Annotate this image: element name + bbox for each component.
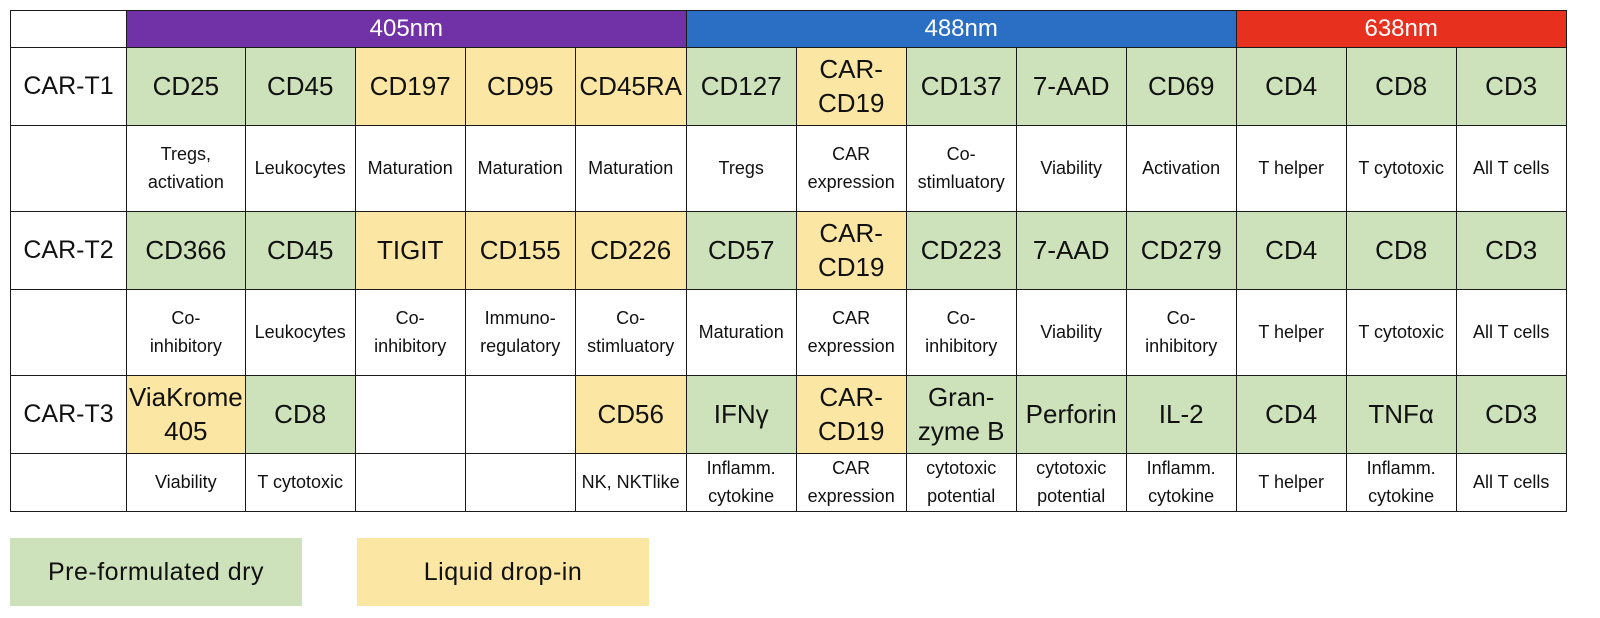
description-cell: Immuno-regulatory <box>464 289 576 376</box>
empty-marker-cell <box>354 375 466 454</box>
empty-marker-cell <box>464 375 576 454</box>
marker-cell: CD4 <box>1235 375 1347 454</box>
marker-cell: CD127 <box>685 47 797 126</box>
description-cell: Maturation <box>685 289 797 376</box>
blank-label-cell <box>10 125 127 212</box>
marker-row: CAR-T1 CD25 CD45 CD197 CD95 CD45RA CD127 CAR- CD… <box>10 47 1567 126</box>
description-cell: T helper <box>1235 289 1347 376</box>
description-cell: All T cells <box>1455 125 1567 212</box>
marker-cell: CAR- CD19 <box>795 211 907 290</box>
marker-cell: IL-2 <box>1125 375 1237 454</box>
corner-cell <box>10 10 127 48</box>
description-cell: T helper <box>1235 125 1347 212</box>
legend-liquid-drop-in: Liquid drop-in <box>357 538 649 606</box>
marker-cell: IFNγ <box>685 375 797 454</box>
marker-cell: CD8 <box>1345 47 1457 126</box>
marker-cell: 7-AAD <box>1015 47 1127 126</box>
marker-cell: CD366 <box>126 211 246 290</box>
marker-cell: CD155 <box>464 211 576 290</box>
description-cell: CAR expression <box>795 289 907 376</box>
description-cell: All T cells <box>1455 453 1567 512</box>
marker-cell: CD3 <box>1455 211 1567 290</box>
marker-cell: 7-AAD <box>1015 211 1127 290</box>
description-cell: Inflamm. cytokine <box>1345 453 1457 512</box>
description-cell: Maturation <box>354 125 466 212</box>
description-cell: cytotoxic potential <box>1015 453 1127 512</box>
description-row: Tregs, activation Leukocytes Maturation Matu… <box>10 125 1567 212</box>
description-cell: CAR expression <box>795 453 907 512</box>
description-cell: Viability <box>126 453 246 512</box>
marker-cell: CD3 <box>1455 375 1567 454</box>
blank-label-cell <box>10 289 127 376</box>
description-cell <box>354 453 466 512</box>
description-cell: CAR expression <box>795 125 907 212</box>
panel-name: CAR-T2 <box>10 211 127 290</box>
marker-cell: CD95 <box>464 47 576 126</box>
description-cell <box>464 453 576 512</box>
description-cell: Inflamm. cytokine <box>685 453 797 512</box>
panel-name: CAR-T1 <box>10 47 127 126</box>
description-cell: Viability <box>1015 289 1127 376</box>
legend-pre-formulated-dry: Pre-formulated dry <box>10 538 302 606</box>
marker-cell: Gran-zyme B <box>905 375 1017 454</box>
marker-cell: CAR- CD19 <box>795 375 907 454</box>
description-cell: Co-inhibitory <box>905 289 1017 376</box>
marker-cell: TNFα <box>1345 375 1457 454</box>
description-cell: Co-inhibitory <box>126 289 246 376</box>
laser-405-header: 405nm <box>126 10 687 48</box>
laser-header-row: 405nm 488nm 638nm <box>10 10 1567 48</box>
marker-cell: CD25 <box>126 47 246 126</box>
description-cell: cytotoxic potential <box>905 453 1017 512</box>
description-cell: Maturation <box>464 125 576 212</box>
description-cell: Leukocytes <box>244 125 356 212</box>
marker-cell: ViaKrome 405 <box>126 375 246 454</box>
description-row: Co-inhibitory Leukocytes Co-inhibitory Immu… <box>10 289 1567 376</box>
description-cell: Co-inhibitory <box>354 289 466 376</box>
marker-cell: CD137 <box>905 47 1017 126</box>
description-cell: Tregs <box>685 125 797 212</box>
marker-row: CAR-T2 CD366 CD45 TIGIT CD155 CD226 CD57 CAR- CD… <box>10 211 1567 290</box>
marker-cell: CD57 <box>685 211 797 290</box>
marker-cell: CD45 <box>244 211 356 290</box>
description-cell: Activation <box>1125 125 1237 212</box>
description-cell: Viability <box>1015 125 1127 212</box>
description-cell: Co-stimluatory <box>905 125 1017 212</box>
description-cell: NK, NKTlike <box>574 453 687 512</box>
marker-cell: CAR- CD19 <box>795 47 907 126</box>
laser-638-header: 638nm <box>1235 10 1567 48</box>
marker-cell: CD226 <box>574 211 687 290</box>
marker-cell: CD69 <box>1125 47 1237 126</box>
marker-cell: CD8 <box>244 375 356 454</box>
description-cell: Maturation <box>574 125 687 212</box>
description-cell: Co-inhibitory <box>1125 289 1237 376</box>
blank-label-cell <box>10 453 127 512</box>
marker-cell: Perforin <box>1015 375 1127 454</box>
marker-cell: CD56 <box>574 375 687 454</box>
marker-cell: CD4 <box>1235 211 1347 290</box>
description-cell: T cytotoxic <box>1345 125 1457 212</box>
marker-cell: TIGIT <box>354 211 466 290</box>
description-cell: T cytotoxic <box>1345 289 1457 376</box>
marker-cell: CD4 <box>1235 47 1347 126</box>
description-cell: T helper <box>1235 453 1347 512</box>
marker-cell: CD3 <box>1455 47 1567 126</box>
description-cell: Inflamm. cytokine <box>1125 453 1237 512</box>
marker-cell: CD8 <box>1345 211 1457 290</box>
description-cell: Leukocytes <box>244 289 356 376</box>
panel-name: CAR-T3 <box>10 375 127 454</box>
marker-cell: CD279 <box>1125 211 1237 290</box>
panel-table: 405nm 488nm 638nm CAR-T1 CD25 CD45 CD197 CD9… <box>10 10 1567 512</box>
description-cell: All T cells <box>1455 289 1567 376</box>
description-cell: Co-stimluatory <box>574 289 687 376</box>
marker-row: CAR-T3 ViaKrome 405 CD8 CD56 IFNγ CAR- CD19 Gran… <box>10 375 1567 454</box>
description-cell: Tregs, activation <box>126 125 246 212</box>
marker-cell: CD45 <box>244 47 356 126</box>
description-cell: T cytotoxic <box>244 453 356 512</box>
marker-cell: CD197 <box>354 47 466 126</box>
marker-cell: CD223 <box>905 211 1017 290</box>
laser-488-header: 488nm <box>685 10 1237 48</box>
description-row: Viability T cytotoxic NK, NKTlike Inflamm. c… <box>10 453 1567 512</box>
marker-cell: CD45RA <box>574 47 687 126</box>
